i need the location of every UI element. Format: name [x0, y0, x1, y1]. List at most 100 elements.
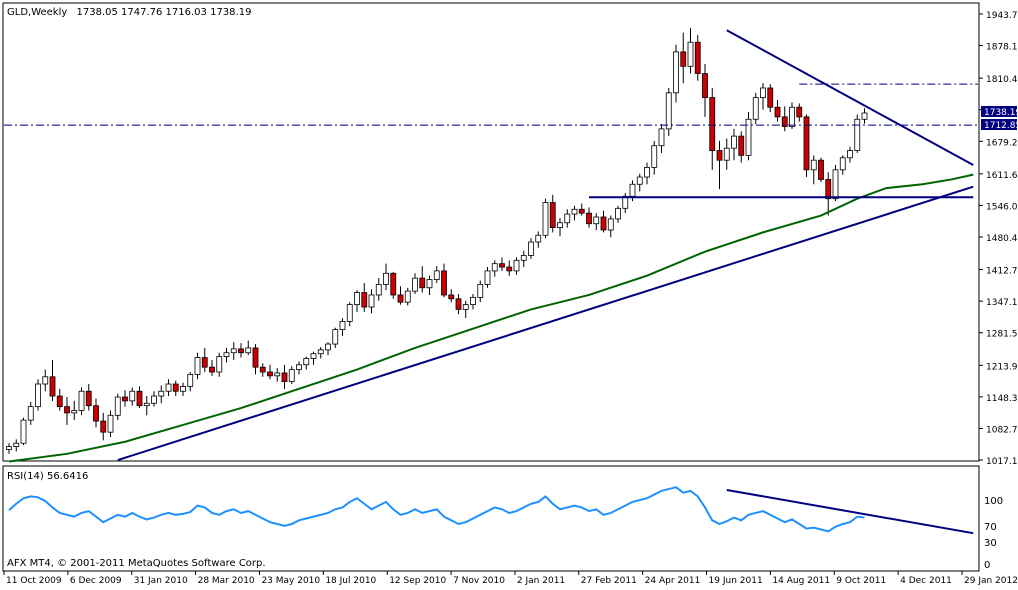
candle — [832, 165, 839, 202]
time-tick-label: 24 Apr 2011 — [645, 576, 701, 586]
candle — [600, 210, 607, 233]
candle — [673, 44, 679, 103]
candle — [172, 380, 179, 397]
candle — [397, 286, 404, 305]
candle-body — [201, 357, 208, 368]
candles — [6, 27, 868, 454]
candle — [702, 63, 708, 117]
candle — [13, 439, 20, 452]
price-tick-label: 1017.15 — [986, 457, 1018, 467]
candle — [557, 217, 563, 237]
candle-body — [470, 296, 476, 305]
candle — [448, 289, 455, 303]
rsi-line — [8, 486, 865, 533]
candle — [847, 146, 853, 163]
candle-body — [680, 51, 687, 67]
rsi-panel-frame — [2, 465, 980, 572]
candle-body — [513, 259, 520, 272]
time-tick-label: 27 Feb 2011 — [581, 576, 637, 586]
price-tick-label: 1878.15 — [986, 43, 1018, 53]
candle-body — [535, 234, 542, 243]
candle-body — [723, 147, 730, 161]
candle-body — [745, 118, 752, 156]
candle — [20, 417, 27, 446]
rsi-level-70: 70 — [984, 522, 997, 533]
candle — [484, 267, 491, 288]
candle — [687, 27, 694, 74]
candle-body — [397, 294, 404, 303]
candle — [216, 352, 223, 377]
candle — [310, 351, 317, 365]
candle — [694, 35, 701, 81]
candle-body — [158, 390, 165, 397]
candle — [615, 205, 621, 223]
candle-body — [600, 216, 607, 231]
candle — [143, 396, 150, 416]
chart-header: GLD,Weekly 1738.05 1747.76 1716.03 1738.… — [7, 7, 251, 18]
candle-body — [781, 116, 788, 127]
price-tick-label: 1347.15 — [986, 298, 1018, 308]
candle — [238, 343, 244, 358]
candle-body — [557, 222, 563, 228]
candle-body — [274, 372, 281, 377]
candle — [477, 280, 484, 303]
candle-body — [122, 396, 128, 402]
candle — [361, 282, 368, 312]
candle — [114, 393, 121, 421]
candle — [49, 359, 56, 401]
moving-average-line — [8, 173, 974, 463]
candle — [281, 364, 288, 389]
candle — [129, 387, 136, 406]
candle-body — [35, 383, 41, 408]
candle-body — [56, 395, 63, 408]
candle-body — [607, 218, 614, 231]
candle — [752, 92, 759, 125]
rsi-level-30: 30 — [984, 538, 997, 549]
candle-body — [694, 41, 701, 74]
candle-body — [709, 97, 716, 151]
candle-body — [615, 207, 621, 220]
candle — [194, 352, 201, 380]
candle — [825, 172, 832, 216]
trendline — [117, 185, 974, 462]
candle-body — [462, 304, 469, 310]
candle — [404, 287, 411, 306]
candle — [390, 271, 397, 299]
candle-body — [825, 179, 832, 200]
candle-body — [477, 283, 484, 298]
candle-body — [85, 390, 92, 407]
candle-body — [129, 390, 136, 402]
candle — [760, 83, 766, 110]
candle — [520, 250, 527, 268]
candle — [491, 260, 498, 277]
time-tick-label: 14 Aug 2011 — [772, 576, 830, 586]
rsi-indicator — [8, 486, 974, 535]
candle — [774, 100, 781, 122]
candle-body — [433, 270, 440, 280]
candle-body — [20, 419, 27, 444]
candle — [332, 327, 339, 348]
candle-body — [412, 277, 418, 292]
time-tick-label: 12 Sep 2010 — [389, 576, 446, 586]
rsi-level-100: 100 — [984, 496, 1003, 507]
candle-body — [346, 304, 353, 322]
candle — [354, 290, 360, 312]
candle — [296, 361, 302, 375]
candle — [209, 359, 215, 376]
candle — [658, 124, 665, 153]
candle — [578, 203, 585, 216]
candle-body — [731, 135, 737, 149]
candle-body — [230, 348, 237, 354]
price-tick-label: 1810.45 — [986, 75, 1018, 85]
candle-body — [361, 292, 368, 308]
candle — [158, 385, 165, 404]
candle-body — [143, 402, 150, 407]
candle — [549, 194, 556, 233]
candle — [854, 114, 861, 153]
candle-body — [426, 279, 433, 289]
time-tick-label: 31 Jan 2010 — [134, 576, 188, 586]
candle-body — [259, 366, 266, 373]
candle — [644, 162, 650, 185]
price-tick-label: 1943.70 — [986, 11, 1018, 21]
candle-body — [644, 167, 650, 178]
